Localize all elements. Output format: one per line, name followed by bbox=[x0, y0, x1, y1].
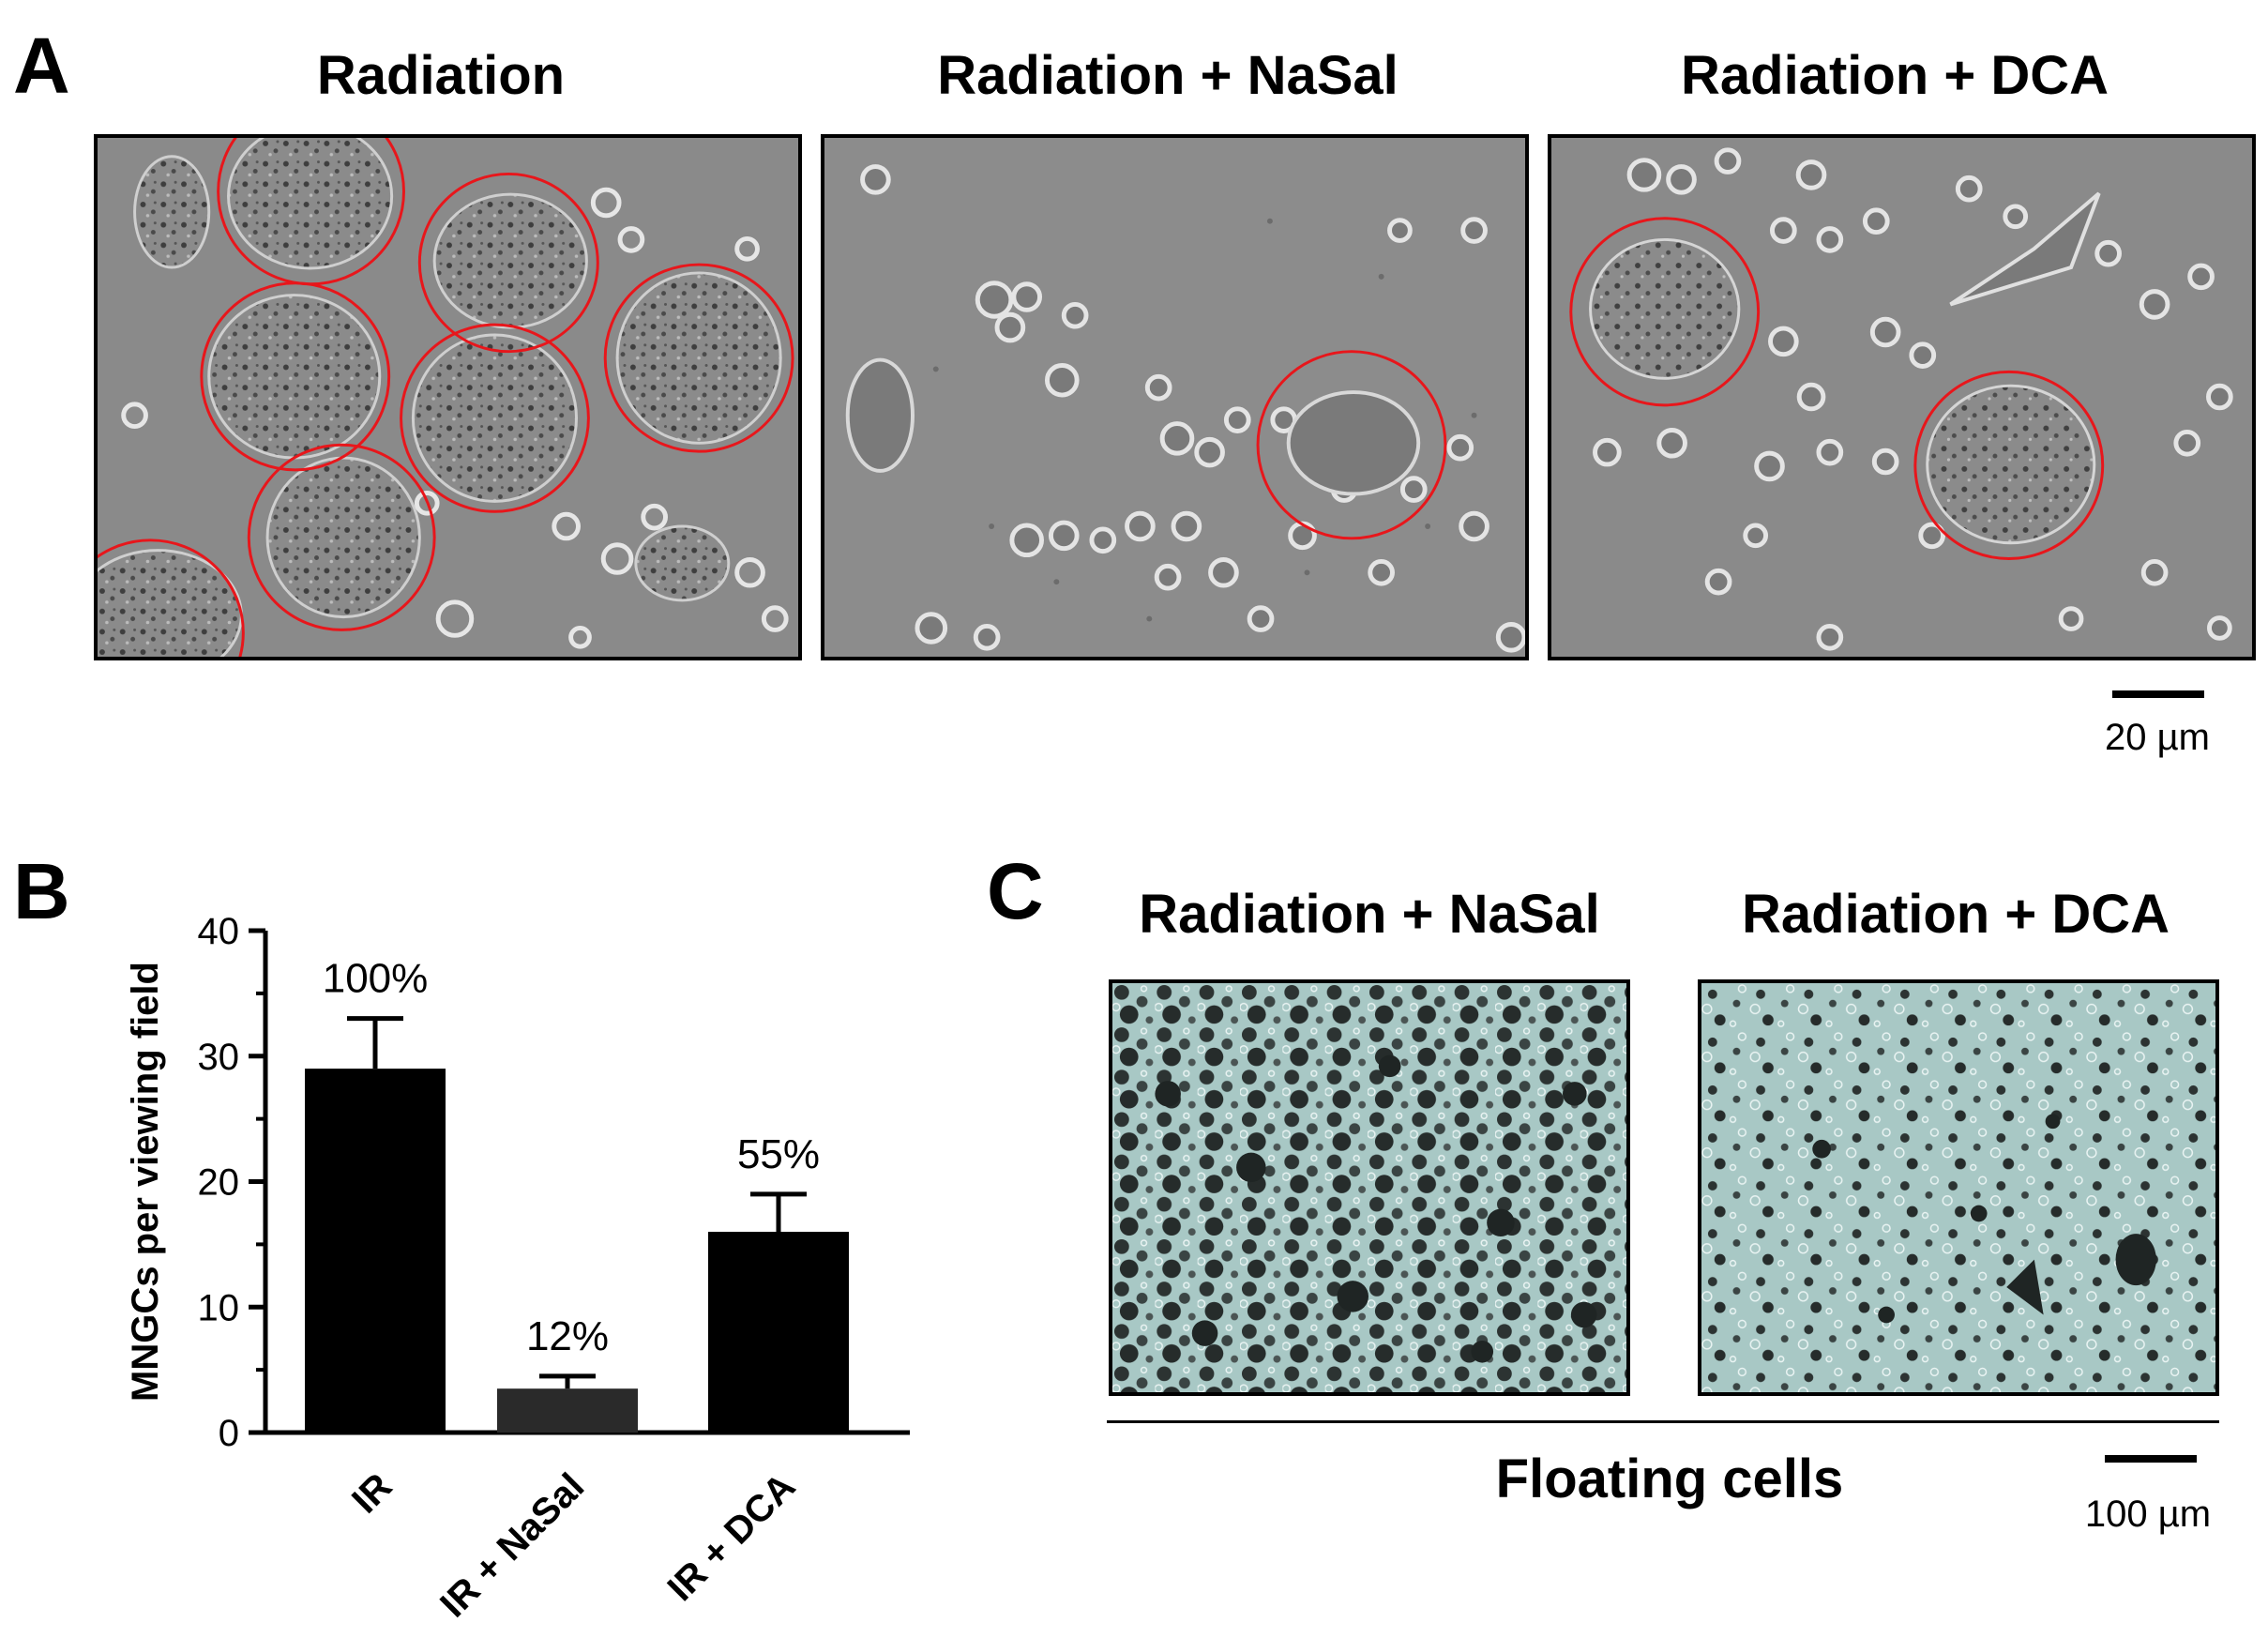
bar-0 bbox=[305, 1069, 446, 1433]
panel-c-label: C bbox=[987, 847, 1044, 935]
y-tick-label: 30 bbox=[198, 1037, 240, 1078]
bar-chart: 0 10 20 30 40 MNGCs per viewing field 100% IR 12… bbox=[125, 911, 910, 1625]
y-tick-label: 20 bbox=[198, 1162, 240, 1204]
y-tick-label: 40 bbox=[198, 911, 240, 952]
panel-b-label: B bbox=[13, 847, 70, 935]
scale-label-c: 100 µm bbox=[2084, 1494, 2212, 1535]
y-tick-label: 0 bbox=[219, 1413, 239, 1454]
category-label-1: IR + NaSal bbox=[432, 1465, 592, 1625]
micrograph-radiation bbox=[94, 134, 802, 660]
category-label-0: IR bbox=[344, 1465, 400, 1521]
stained-micrograph-nasal bbox=[1109, 979, 1630, 1396]
stained-micrograph-dca bbox=[1698, 979, 2219, 1396]
scale-bar-c bbox=[2105, 1455, 2197, 1463]
micrograph-radiation-nasal bbox=[821, 134, 1529, 660]
category-label-2: IR + DCA bbox=[659, 1465, 803, 1609]
bar-annotation-0: 100% bbox=[323, 956, 429, 1002]
panel-a-label: A bbox=[13, 22, 70, 110]
scale-label-a: 20 µm bbox=[2105, 717, 2210, 758]
y-axis-label: MNGCs per viewing field bbox=[125, 962, 166, 1402]
panel-c-title-radiation-nasal: Radiation + NaSal bbox=[1139, 884, 1600, 945]
micrograph-radiation-dca bbox=[1548, 134, 2256, 660]
bar-annotation-2: 55% bbox=[737, 1131, 820, 1177]
y-tick-label: 10 bbox=[198, 1287, 240, 1328]
bar-1 bbox=[497, 1388, 638, 1433]
bar-2 bbox=[708, 1232, 849, 1433]
panel-a-title-radiation-dca: Radiation + DCA bbox=[1681, 45, 2109, 106]
scale-bar-a bbox=[2112, 690, 2204, 698]
panel-a-title-radiation: Radiation bbox=[316, 45, 566, 106]
bar-annotation-1: 12% bbox=[526, 1313, 609, 1359]
floating-cells-label: Floating cells bbox=[1495, 1448, 1844, 1509]
panel-a-title-radiation-nasal: Radiation + NaSal bbox=[937, 45, 1399, 106]
floating-cells-bracket-line bbox=[1107, 1420, 2219, 1423]
panel-c-title-radiation-dca: Radiation + DCA bbox=[1742, 884, 2170, 945]
